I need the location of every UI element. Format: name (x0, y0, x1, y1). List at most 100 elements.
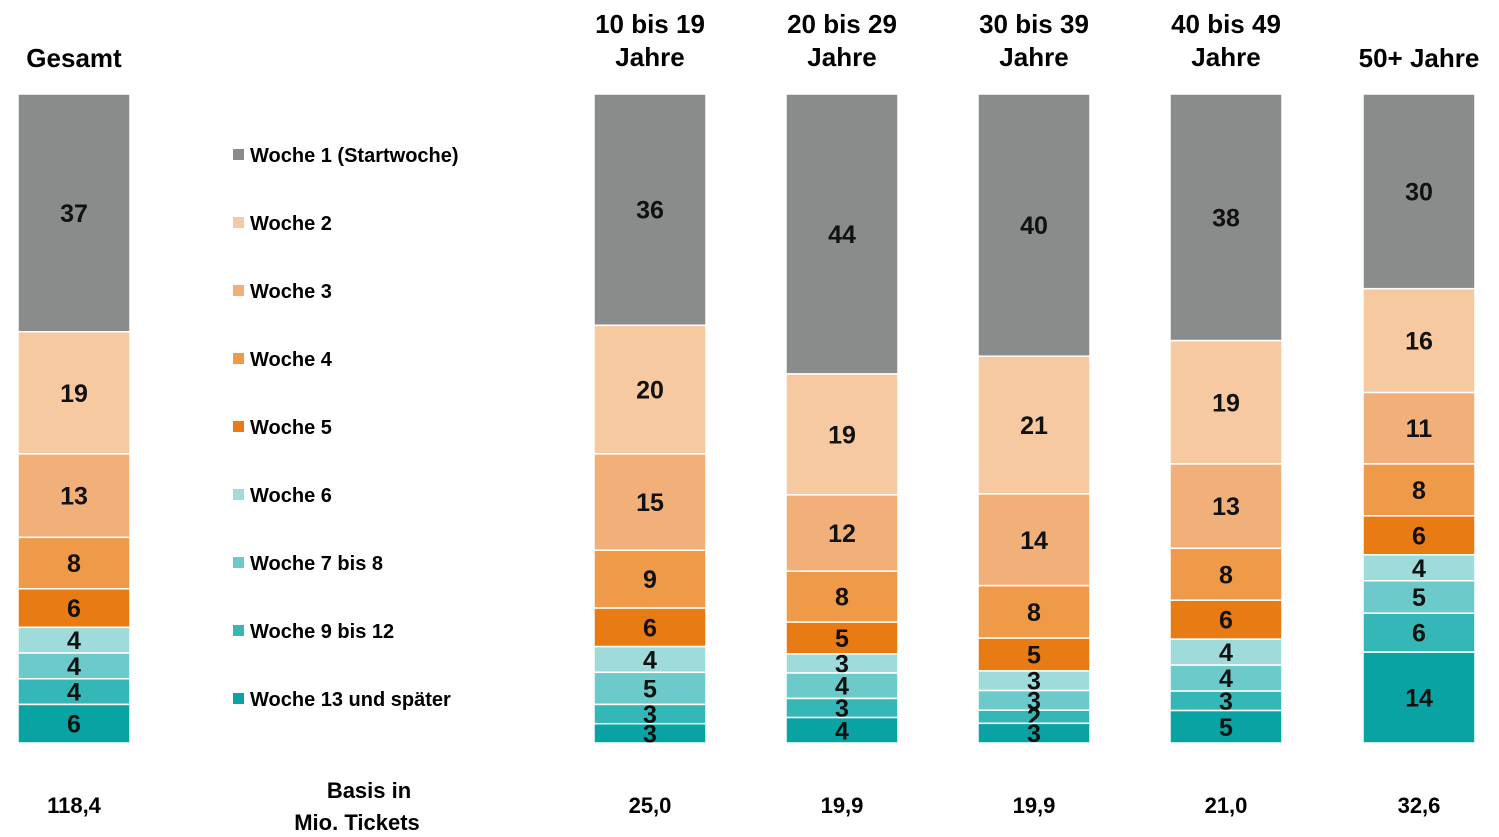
data-label: 4 (67, 653, 81, 681)
data-label: 6 (1412, 620, 1426, 648)
legend-swatch (233, 489, 244, 500)
column-title: 50+ Jahre (1359, 43, 1480, 73)
data-label: 4 (1219, 665, 1233, 693)
legend-swatch (233, 557, 244, 568)
bar-segment (785, 716, 899, 744)
legend-swatch (233, 149, 244, 160)
bar-segment (977, 637, 1091, 672)
bar-segment (785, 621, 899, 655)
base-value: 21,0 (1205, 793, 1248, 818)
base-value: 25,0 (629, 793, 672, 818)
base-value: 19,9 (1013, 793, 1056, 818)
data-label: 16 (1405, 328, 1433, 356)
data-label: 19 (60, 380, 88, 408)
legend-item: Woche 9 bis 12 (250, 621, 394, 643)
data-label: 6 (67, 711, 81, 739)
data-label: 3 (1027, 720, 1041, 748)
data-label: 13 (1212, 493, 1240, 521)
legend-swatch (233, 353, 244, 364)
data-label: 30 (1405, 178, 1433, 206)
data-label: 14 (1405, 685, 1433, 713)
data-label: 8 (1412, 477, 1426, 505)
data-label: 4 (835, 717, 849, 745)
data-label: 3 (643, 720, 657, 748)
legend-item: Woche 6 (250, 485, 332, 507)
column-title: Gesamt (26, 43, 122, 73)
data-label: 3 (1027, 687, 1041, 715)
data-label: 20 (636, 377, 664, 405)
bar-segment (1169, 339, 1283, 465)
base-value: 19,9 (821, 793, 864, 818)
data-label: 36 (636, 197, 664, 225)
bar-segment (1362, 554, 1476, 582)
data-label: 14 (1020, 527, 1048, 555)
data-label: 11 (1406, 415, 1433, 443)
column-title: 30 bis 39 (979, 9, 1089, 39)
column-title: Jahre (615, 42, 684, 72)
bar-segment (17, 677, 131, 706)
legend-item: Woche 4 (250, 349, 333, 371)
bar-segment (1362, 612, 1476, 653)
bar-segment (977, 584, 1091, 639)
data-label: 13 (60, 483, 88, 511)
bar-segment (17, 93, 131, 333)
data-label: 6 (1219, 607, 1233, 635)
bar-segment (17, 453, 131, 539)
bar-segment (1169, 664, 1283, 692)
data-label: 19 (828, 421, 856, 449)
legend: Woche 1 (Startwoche) Woche 2 Woche 3 Woche … (233, 145, 459, 711)
bar-segment (17, 703, 131, 744)
column-title: 10 bis 19 (595, 9, 705, 39)
data-label: 4 (67, 679, 81, 707)
bar-segment (17, 331, 131, 455)
data-label: 9 (643, 566, 657, 594)
data-label: 38 (1212, 204, 1240, 232)
data-label: 5 (1027, 642, 1041, 670)
data-label: 4 (1219, 639, 1233, 667)
legend-item: Woche 1 (Startwoche) (250, 145, 459, 167)
legend-item: Woche 13 und später (250, 689, 451, 711)
legend-item: Woche 7 bis 8 (250, 553, 383, 575)
data-label: 8 (1219, 561, 1233, 589)
data-label: 3 (835, 695, 849, 723)
bar-segment (785, 373, 899, 496)
bar-segment (1169, 547, 1283, 601)
legend-swatch (233, 217, 244, 228)
column-title: Jahre (807, 42, 876, 72)
bar-segment (785, 570, 899, 623)
bar-segment (977, 93, 1091, 357)
column-title: 40 bis 49 (1171, 9, 1281, 39)
data-label: 4 (67, 627, 81, 655)
data-label: 8 (1027, 599, 1041, 627)
legend-item: Woche 5 (250, 417, 332, 439)
bar-segment (1362, 287, 1476, 394)
legend-swatch (233, 625, 244, 636)
bar-segment (785, 93, 899, 375)
legend-swatch (233, 693, 244, 704)
bar-segment (1169, 599, 1283, 640)
data-label: 15 (636, 489, 664, 517)
data-label: 4 (835, 673, 849, 701)
data-label: 8 (67, 550, 81, 578)
legend-swatch (233, 285, 244, 296)
data-label: 4 (643, 646, 657, 674)
legend-swatch (233, 421, 244, 432)
data-label: 5 (1219, 714, 1233, 742)
column-title: Jahre (1191, 42, 1260, 72)
bar-segment (1169, 93, 1283, 342)
data-label: 5 (835, 625, 849, 653)
bar-segment (593, 324, 707, 455)
data-label: 5 (643, 675, 657, 703)
data-label: 6 (643, 614, 657, 642)
data-label: 3 (643, 701, 657, 729)
bar-segment (1169, 463, 1283, 550)
legend-item: Woche 3 (250, 281, 332, 303)
bar-segment (593, 607, 707, 648)
bar-segment (785, 494, 899, 572)
bar-segment (977, 722, 1091, 744)
data-label: 4 (1412, 555, 1426, 583)
basis-label-line-2: Mio. Tickets (294, 810, 420, 835)
data-label: 3 (1027, 668, 1041, 696)
